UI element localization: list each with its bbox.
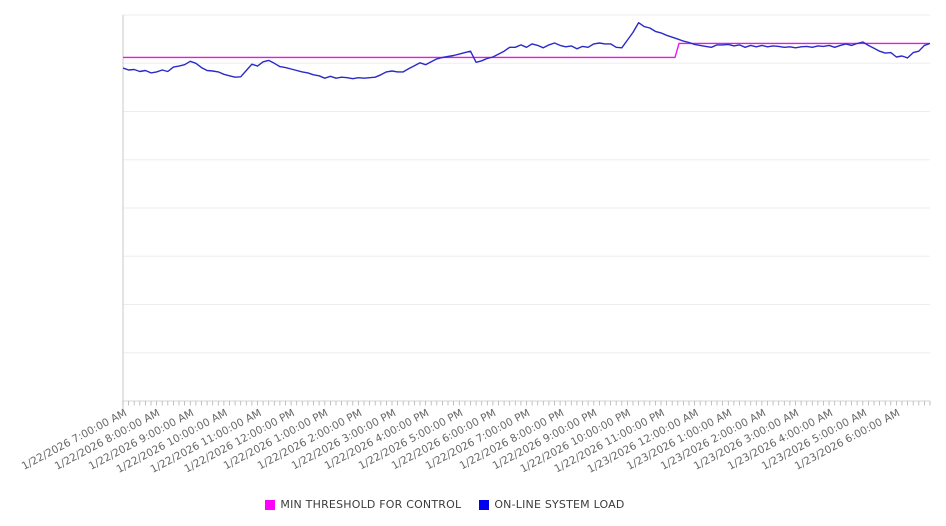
legend-item-min-threshold[interactable]: MIN THRESHOLD FOR CONTROL (265, 498, 461, 511)
online-system-load-line (122, 22, 931, 80)
legend-label-load: ON-LINE SYSTEM LOAD (494, 498, 625, 511)
load-legend-swatch-icon (479, 499, 490, 510)
legend: MIN THRESHOLD FOR CONTROL ON-LINE SYSTEM… (0, 498, 918, 511)
legend-item-online-system-load[interactable]: ON-LINE SYSTEM LOAD (479, 498, 624, 511)
threshold-legend-swatch-icon (265, 499, 276, 510)
min-threshold-line (123, 42, 930, 59)
x-axis-minor-ticks (122, 401, 931, 406)
legend-label-threshold: MIN THRESHOLD FOR CONTROL (280, 498, 462, 511)
